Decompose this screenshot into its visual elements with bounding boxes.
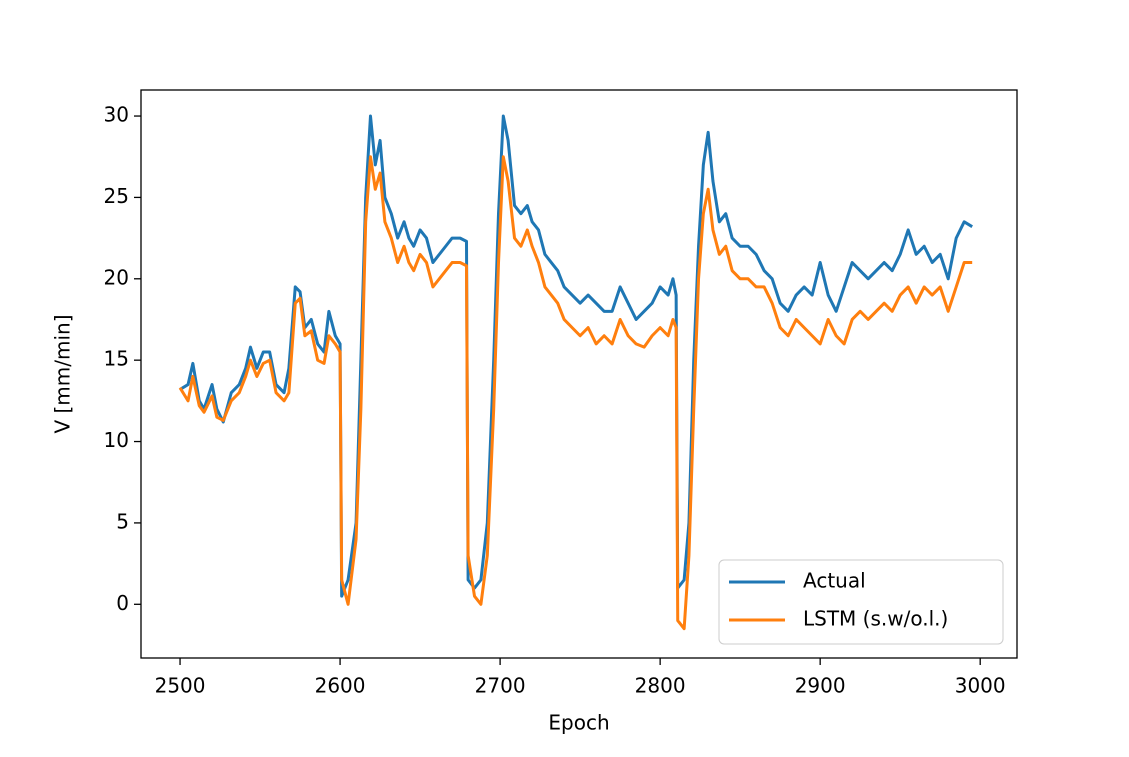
- x-tick-label: 2900: [795, 674, 846, 698]
- y-axis-label: V [mm/min]: [51, 314, 75, 433]
- legend-label: Actual: [803, 569, 866, 593]
- x-tick-label: 3000: [955, 674, 1006, 698]
- y-tick-label: 30: [104, 103, 129, 127]
- y-tick-label: 5: [116, 509, 129, 533]
- x-tick-label: 2800: [635, 674, 686, 698]
- y-tick-label: 15: [104, 347, 129, 371]
- legend-label: LSTM (s.w/o.l.): [803, 607, 948, 631]
- legend-box: [718, 559, 1004, 645]
- x-axis-label: Epoch: [548, 711, 609, 735]
- y-tick-label: 10: [104, 428, 129, 452]
- x-tick-label: 2700: [475, 674, 526, 698]
- x-tick-label: 2600: [315, 674, 366, 698]
- line-series: [179, 114, 973, 598]
- plot-frame: [140, 89, 1018, 659]
- y-tick-label: 25: [104, 184, 129, 208]
- x-tick-label: 2500: [155, 674, 206, 698]
- y-tick-label: 0: [116, 591, 129, 615]
- y-tick-label: 20: [104, 265, 129, 289]
- line-series: [178, 155, 973, 631]
